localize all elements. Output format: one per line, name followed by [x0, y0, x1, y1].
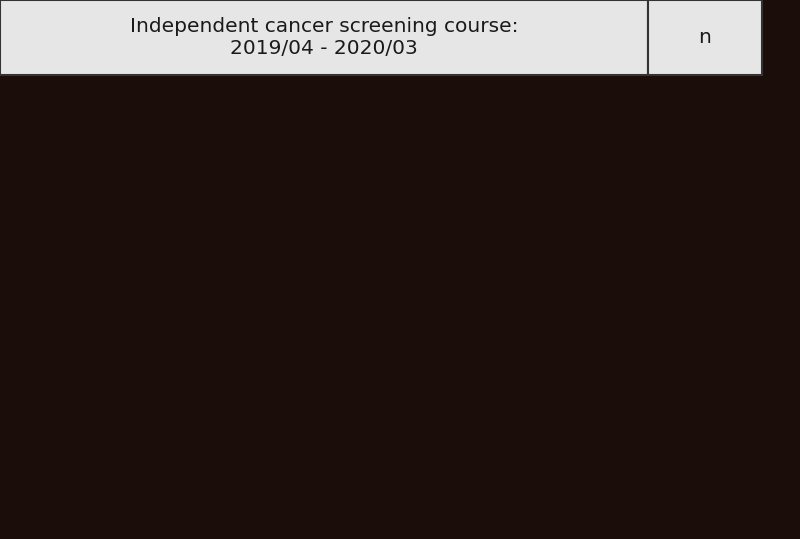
Bar — [648, 0, 762, 75]
Text: n: n — [698, 28, 711, 47]
Bar — [0, 0, 648, 75]
Text: Independent cancer screening course:
2019/04 - 2020/03: Independent cancer screening course: 201… — [130, 17, 518, 58]
